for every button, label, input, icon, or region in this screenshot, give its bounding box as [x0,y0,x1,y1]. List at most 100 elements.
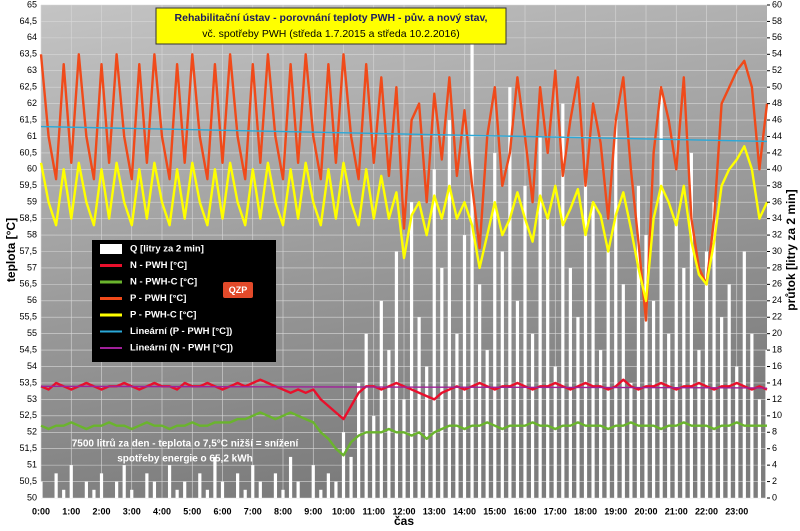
y-tick-label: 50,5 [19,476,37,486]
bar [508,87,512,499]
bar [319,489,323,498]
bar [409,202,414,498]
bar [167,465,172,498]
annotation: spotřeby energie o 65,2 kWh [117,454,253,465]
bar [349,456,353,498]
bar [553,366,557,498]
y-tick-label: 53,5 [19,377,37,387]
x-tick-label: 10:00 [332,506,355,516]
y2-tick-label: 56 [772,32,782,42]
bar [417,317,421,498]
bar [606,251,610,498]
x-tick-label: 8:00 [274,506,292,516]
y-tick-label: 64 [27,32,37,42]
y2-tick-label: 36 [772,197,782,207]
x-tick-label: 12:00 [392,506,415,516]
legend-label: Lineární (N - PWH [°C]) [130,343,233,354]
line [39,145,769,302]
bar [99,473,104,498]
bar [296,481,300,498]
bar [455,333,459,498]
y-tick-label: 55 [27,328,37,338]
legend: Q [litry za 2 min] N - PWH [°C] N - PWH-C … [100,244,233,354]
y2-tick-label: 48 [772,98,782,108]
x-tick-label: 20:00 [634,506,657,516]
x-tick-label: 4:00 [153,506,171,516]
bar [311,465,315,498]
y2-tick-label: 12 [772,394,782,404]
x-tick-label: 1:00 [62,506,80,516]
y2-tick-label: 32 [772,229,782,239]
y-tick-label: 59 [27,197,37,207]
x-tick-label: 16:00 [513,506,536,516]
y2-axis-label: průtok [litry za 2 min] [784,189,798,310]
bar [402,399,406,498]
y-tick-label: 52 [27,427,37,437]
bar [561,103,565,498]
bar [493,152,497,498]
bar [183,481,187,498]
bar [485,350,489,498]
y-tick-label: 51,5 [19,443,37,453]
bar [500,251,504,498]
y2-tick-label: 0 [772,492,777,502]
y2-tick-label: 20 [772,328,782,338]
y2-tick-label: 46 [772,114,782,124]
y2-tick-label: 18 [772,344,782,354]
bar [644,235,648,499]
y2-tick-label: 26 [772,279,782,289]
bar [599,350,603,498]
bar [659,87,663,499]
bar [621,284,625,498]
title-box [155,7,507,45]
x-tick-label: 7:00 [244,506,262,516]
x-axis-label: čas [394,514,414,528]
y-tick-label: 65 [27,0,37,9]
y2-tick-label: 4 [772,460,777,470]
bar [583,169,588,499]
bar [425,366,429,498]
bar [757,399,762,498]
bar [447,120,451,499]
bar [122,465,126,498]
bar [213,456,217,498]
bar [742,251,746,498]
bar [530,333,535,498]
x-tick-label: 22:00 [695,506,718,516]
trend-line [40,125,768,143]
x-tick-label: 15:00 [483,506,506,516]
line [39,53,769,322]
x-tick-label: 21:00 [665,506,688,516]
bar [538,136,542,498]
y-tick-label: 54 [27,361,37,371]
y-tick-label: 60,5 [19,147,37,157]
y-tick-label: 53 [27,394,37,404]
bar [568,267,572,498]
y-tick-label: 61,5 [19,114,37,124]
annotation: 7500 litrů za den - teplota o 7,5°C nižš… [72,438,300,450]
bar [243,489,247,498]
bar [440,267,444,498]
bar [62,489,66,498]
bar [198,473,202,498]
bar [273,473,278,498]
x-tick-label: 19:00 [604,506,627,516]
bar [576,317,580,498]
y-tick-label: 57,5 [19,246,37,256]
bar [523,185,527,498]
bar [462,235,467,499]
bar [651,300,656,498]
logo [223,282,253,298]
labels: 50 50,5 51 51,5 52 52,5 53 53,5 54 54,5 55 55,5 56 56… [19,0,782,516]
bar [667,333,671,498]
y2-tick-label: 52 [772,65,782,75]
x-tick-label: 9:00 [304,506,322,516]
bar [115,481,119,498]
chart-title: Rehabilitační ústav - porovnání teploty … [175,12,488,24]
bar [478,284,482,498]
bar [629,382,633,498]
x-tick-label: 17:00 [544,506,567,516]
bar [614,120,618,499]
y-tick-label: 60 [27,164,37,174]
x-tick-label: 23:00 [725,506,748,516]
